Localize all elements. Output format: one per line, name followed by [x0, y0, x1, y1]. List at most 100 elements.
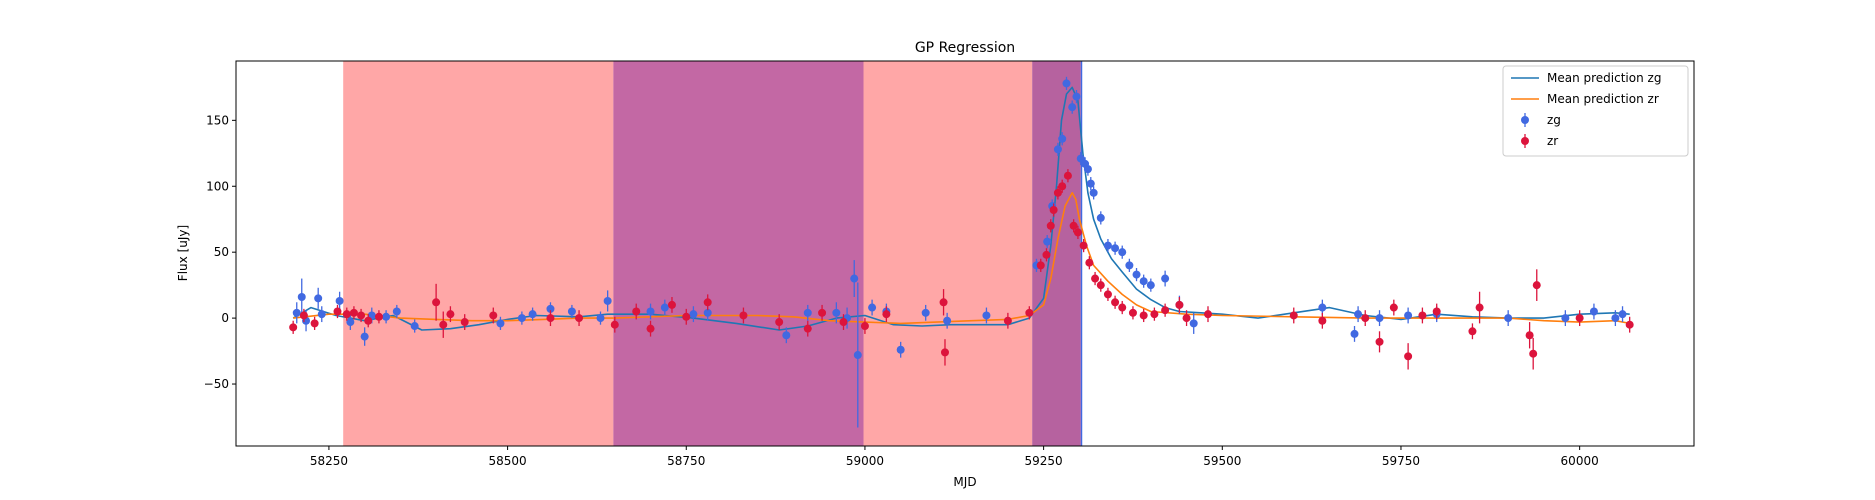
zg-point — [1043, 237, 1052, 246]
zg-point — [1618, 310, 1627, 319]
zr-point — [1046, 221, 1055, 230]
zg-point — [1189, 319, 1198, 328]
zg-point — [317, 310, 326, 319]
zr-point — [860, 322, 869, 331]
zg-point — [517, 314, 526, 323]
series-line-zr — [293, 192, 1630, 325]
zg-point — [496, 319, 505, 328]
zr-point — [818, 308, 827, 317]
x-tick-label: 58250 — [310, 454, 348, 468]
zg-point — [1072, 92, 1081, 101]
legend: Mean prediction zg Mean prediction zr zg zr — [1502, 65, 1689, 157]
zg-point — [689, 310, 698, 319]
zg-point — [603, 296, 612, 305]
x-tick-label: 59750 — [1382, 454, 1420, 468]
shaded-region-0 — [343, 61, 614, 446]
zr-point — [299, 311, 308, 320]
legend-label: Mean prediction zr — [1547, 92, 1659, 106]
series-zr — [289, 169, 1634, 370]
zr-point — [289, 323, 298, 332]
zr-point — [546, 314, 555, 323]
zg-point — [1504, 314, 1513, 323]
zr-point — [1532, 281, 1541, 290]
zg-point — [382, 312, 391, 321]
zr-point — [1182, 314, 1191, 323]
zr-point — [1432, 307, 1441, 316]
zr-point — [940, 348, 949, 357]
legend-marker-swatch — [1521, 137, 1529, 145]
zr-point — [1625, 320, 1634, 329]
chart-title: GP Regression — [915, 40, 1015, 56]
zr-point — [703, 298, 712, 307]
zg-point — [943, 316, 952, 325]
zg-point — [1125, 261, 1134, 270]
zr-point — [1289, 311, 1298, 320]
plot-area-frame — [235, 60, 1695, 447]
zr-point — [882, 310, 891, 319]
zg-point — [360, 332, 369, 341]
zr-point — [1204, 310, 1212, 319]
zr-point — [1079, 241, 1088, 250]
zr-point — [1111, 298, 1120, 307]
zr-point — [610, 320, 619, 329]
zr-point — [1025, 308, 1034, 317]
zr-point — [460, 318, 469, 327]
shaded-region-1 — [613, 61, 864, 446]
zg-point — [1132, 270, 1141, 279]
zr-point — [439, 320, 448, 329]
zg-point — [1404, 311, 1413, 320]
zg-point — [1354, 310, 1363, 319]
zr-point — [1091, 274, 1100, 283]
zg-point — [660, 303, 669, 312]
zg-point — [314, 294, 323, 303]
legend-label: zg — [1547, 113, 1561, 127]
zr-point — [1103, 290, 1112, 299]
zg-point — [1089, 188, 1098, 197]
observation-points — [289, 76, 1634, 428]
y-tick-label: 150 — [206, 113, 229, 127]
y-tick-label: 0 — [221, 311, 229, 325]
zg-point — [1086, 179, 1095, 188]
zr-point — [1058, 182, 1067, 191]
zg-point — [803, 308, 812, 317]
zg-point — [868, 303, 877, 312]
zr-point — [1118, 303, 1127, 312]
zr-point — [1361, 314, 1370, 323]
x-axis: 58250 58500 58750 59000 59250 59500 59750 60000 — [310, 446, 1599, 468]
zr-point — [575, 314, 584, 323]
zr-point — [1096, 281, 1105, 290]
zg-point — [567, 307, 576, 316]
zg-point — [410, 322, 419, 331]
zg-point — [1103, 241, 1112, 250]
zg-point — [850, 274, 859, 283]
zr-point — [667, 300, 676, 309]
x-tick-label: 58500 — [488, 454, 526, 468]
zg-point — [853, 351, 862, 360]
x-tick-label: 59250 — [1025, 454, 1063, 468]
y-tick-label: 50 — [214, 245, 229, 259]
zg-point — [896, 345, 905, 354]
zg-point — [1161, 274, 1170, 283]
zr-point — [1389, 303, 1398, 312]
zg-point — [1118, 248, 1127, 257]
zr-point — [1085, 258, 1094, 267]
legend-label: zr — [1547, 134, 1558, 148]
x-tick-label: 60000 — [1561, 454, 1599, 468]
zr-point — [342, 310, 351, 319]
zg-point — [1053, 145, 1062, 154]
y-tick-label: 100 — [206, 179, 229, 193]
zg-point — [346, 318, 355, 327]
zr-point — [432, 298, 441, 307]
zg-point — [646, 307, 655, 316]
zr-point — [803, 324, 812, 333]
zg-point — [1589, 307, 1598, 316]
zr-point — [1475, 303, 1484, 312]
zr-point — [1128, 308, 1137, 317]
shaded-region-2 — [863, 61, 1033, 446]
zr-point — [1069, 221, 1078, 230]
zr-point — [1073, 228, 1082, 237]
zr-point — [1150, 310, 1159, 319]
zr-point — [1175, 300, 1184, 309]
zr-point — [1318, 316, 1327, 325]
